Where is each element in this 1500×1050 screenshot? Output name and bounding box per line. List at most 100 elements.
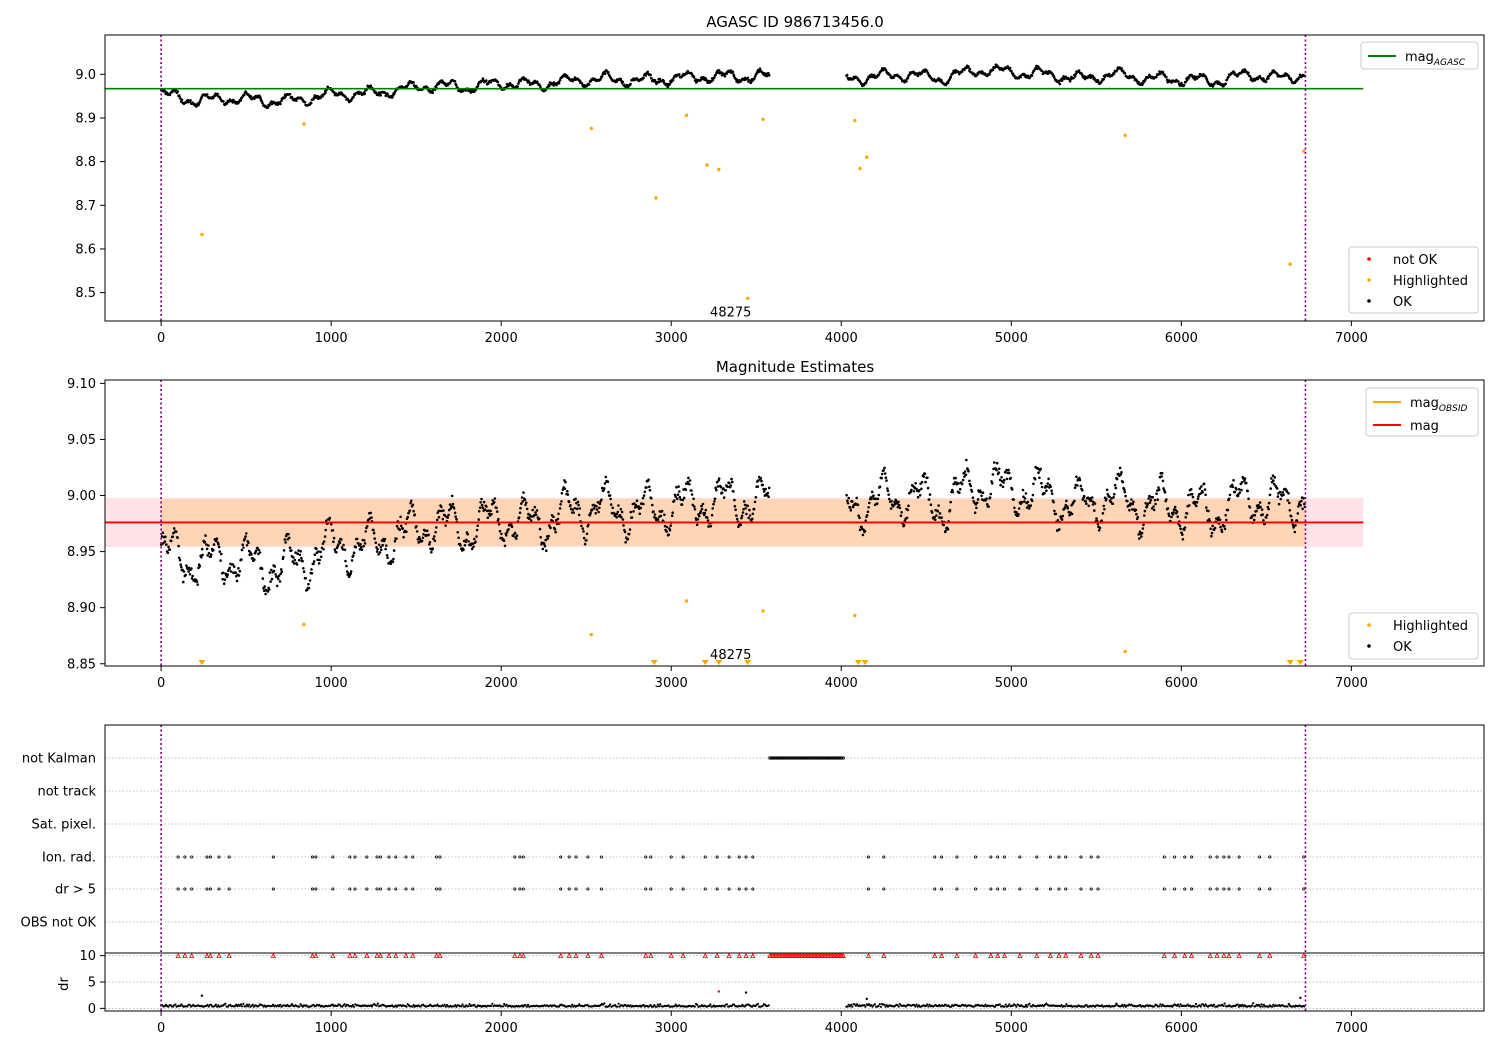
dr-gt-5-marker bbox=[513, 887, 517, 891]
agasc-ok-point bbox=[324, 91, 327, 94]
agasc-ok-point bbox=[671, 79, 675, 82]
magnitude-ok-point bbox=[470, 547, 474, 551]
agasc-ok-point bbox=[1030, 74, 1034, 77]
magnitude-ok-point bbox=[1268, 493, 1272, 497]
dr-point bbox=[1271, 1005, 1274, 1008]
magnitude-legend-label-main: mag bbox=[1410, 419, 1439, 434]
magnitude-ok-point bbox=[648, 488, 652, 492]
magnitude-ok-point bbox=[897, 500, 900, 504]
magnitude-ok-point bbox=[641, 496, 645, 500]
dr-gt-5-marker bbox=[1190, 887, 1194, 891]
agasc-x-tick-label: 2000 bbox=[485, 331, 518, 346]
dr-point bbox=[1272, 1003, 1275, 1006]
dr-point bbox=[1026, 1005, 1029, 1008]
magnitude-ok-point bbox=[534, 513, 538, 517]
magnitude-ok-point bbox=[1189, 488, 1193, 491]
dr-point bbox=[1194, 1002, 1198, 1006]
dr-gt-5-marker bbox=[737, 887, 741, 891]
magnitude-ok-point bbox=[730, 477, 733, 481]
magnitude-ok-point bbox=[324, 528, 328, 532]
magnitude-ok-point bbox=[343, 548, 347, 552]
magnitude-ok-point bbox=[611, 506, 614, 510]
ion-rad-marker bbox=[411, 855, 415, 859]
magnitude-ok-point bbox=[377, 543, 381, 547]
magnitude-ok-point bbox=[1183, 528, 1186, 532]
dr-gt-5-marker bbox=[644, 887, 648, 891]
magnitude-ok-point bbox=[858, 516, 861, 520]
magnitude-ok-point bbox=[1036, 467, 1040, 470]
magnitude-ok-point bbox=[1038, 476, 1041, 480]
magnitude-y-tick-label: 8.90 bbox=[67, 601, 96, 616]
magnitude-ok-point bbox=[297, 549, 300, 552]
agasc-ok-point bbox=[1073, 75, 1077, 78]
magnitude-ok-point bbox=[322, 540, 326, 543]
magnitude-ok-point bbox=[185, 564, 188, 567]
magnitude-ok-point bbox=[385, 554, 389, 557]
magnitude-ok-point bbox=[742, 508, 745, 511]
magnitude-ok-point bbox=[206, 554, 209, 557]
agasc-ok-point bbox=[672, 77, 675, 80]
magnitude-ok-point bbox=[515, 537, 518, 540]
not-kalman-marker bbox=[811, 756, 815, 760]
magnitude-ok-point bbox=[270, 577, 274, 581]
dr-gt-5-marker bbox=[331, 887, 335, 891]
dr-red-marker bbox=[182, 952, 188, 959]
dr-red-marker bbox=[566, 952, 572, 959]
agasc-ok-point bbox=[1123, 71, 1127, 75]
agasc-ok-point bbox=[873, 73, 876, 77]
magnitude-ok-point bbox=[503, 544, 507, 548]
not-kalman-marker bbox=[789, 756, 793, 760]
magnitude-ok-point bbox=[238, 569, 242, 573]
agasc-ok-point bbox=[678, 73, 681, 76]
magnitude-ok-point bbox=[275, 584, 279, 588]
ion-rad-marker bbox=[208, 855, 212, 859]
magnitude-ok-point bbox=[226, 573, 229, 576]
magnitude-ok-point bbox=[256, 546, 259, 550]
magnitude-ok-point bbox=[1081, 489, 1084, 492]
magnitude-ok-point bbox=[753, 500, 757, 504]
magnitude-ok-point bbox=[294, 551, 297, 554]
magnitude-ok-point bbox=[416, 538, 420, 541]
dr-red-marker bbox=[938, 952, 945, 959]
dr-gt-5-marker bbox=[1048, 887, 1052, 891]
agasc-ok-point bbox=[1182, 83, 1186, 87]
dr-point bbox=[1258, 1003, 1261, 1007]
agasc-ok-point bbox=[1158, 70, 1161, 73]
magnitude-ok-point bbox=[250, 553, 253, 556]
magnitude-ok-point bbox=[577, 503, 580, 507]
magnitude-ok-point bbox=[1152, 508, 1156, 512]
magnitude-ok-point bbox=[560, 500, 563, 503]
agasc-legend-label: not OK bbox=[1393, 253, 1438, 268]
magnitude-ok-point bbox=[284, 541, 287, 544]
magnitude-ok-point bbox=[410, 499, 413, 503]
magnitude-ok-point bbox=[1198, 487, 1202, 490]
magnitude-ok-point bbox=[1297, 505, 1300, 508]
magnitude-ok-point bbox=[1082, 494, 1086, 498]
magnitude-ok-point bbox=[874, 497, 878, 501]
magnitude-ok-point bbox=[973, 511, 977, 514]
agasc-ok-point bbox=[925, 69, 929, 73]
magnitude-ok-point bbox=[863, 529, 867, 533]
magnitude-ok-point bbox=[374, 541, 378, 544]
magnitude-legend-label: mag bbox=[1410, 419, 1439, 434]
dr-gt-5-marker bbox=[176, 887, 180, 891]
magnitude-ok-point bbox=[975, 501, 979, 505]
agasc-x-tick-label: 0 bbox=[157, 331, 165, 346]
dr-gt-5-marker bbox=[387, 887, 391, 891]
magnitude-ok-point bbox=[476, 524, 480, 527]
magnitude-ok-point bbox=[890, 499, 893, 503]
magnitude-ok-point bbox=[430, 551, 433, 554]
flag-row-label: Sat. pixel. bbox=[32, 818, 96, 833]
dr-point bbox=[1160, 1005, 1163, 1008]
magnitude-ok-point bbox=[268, 571, 272, 574]
dr-point bbox=[239, 1003, 242, 1006]
magnitude-ok-point bbox=[1210, 534, 1213, 538]
agasc-x-tick-label: 6000 bbox=[1165, 331, 1198, 346]
magnitude-ok-point bbox=[355, 537, 359, 541]
magnitude-ok-point bbox=[580, 524, 583, 528]
dr-point bbox=[370, 1005, 374, 1008]
magnitude-ok-point bbox=[885, 479, 888, 482]
magnitude-ok-point bbox=[767, 495, 770, 499]
magnitude-ok-point bbox=[389, 562, 393, 565]
